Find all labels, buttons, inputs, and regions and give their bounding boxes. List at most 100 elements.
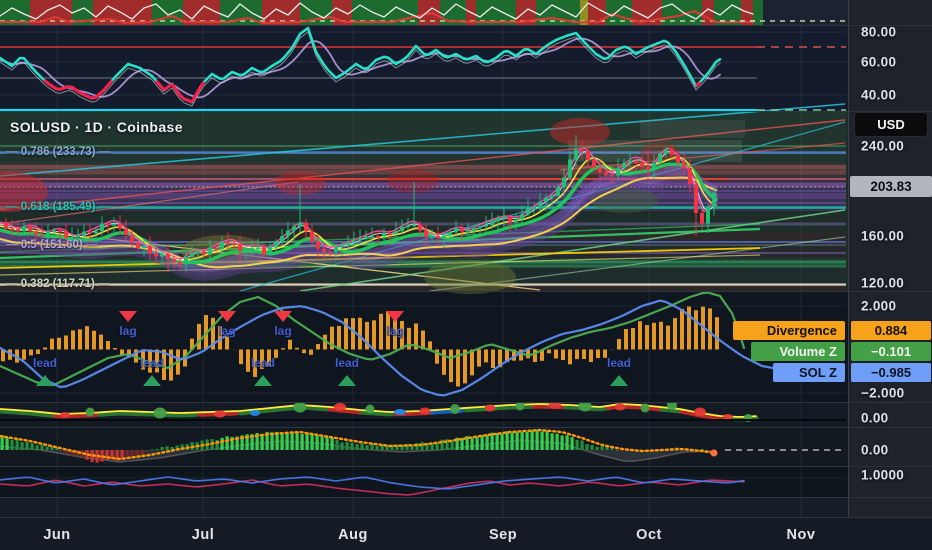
- rsi-oversold-segment: [59, 86, 65, 91]
- macd-bar: [290, 431, 294, 450]
- fib-level-0618-label: 0.618 (185.49): [6, 201, 110, 213]
- divergence-bar: [568, 349, 572, 365]
- divergence-bar: [484, 349, 488, 363]
- divergence-bar: [442, 349, 446, 375]
- lag-triangle-icon: [218, 311, 236, 322]
- divergence-bar: [309, 349, 313, 355]
- rsi-oversold-segment: [163, 85, 169, 92]
- macd-bar: [330, 437, 334, 450]
- macd-bar: [510, 432, 514, 450]
- candle-body: [364, 236, 368, 239]
- pane-background: [0, 427, 848, 466]
- currency-toggle-button[interactable]: USD: [854, 112, 928, 137]
- candle-body: [256, 247, 260, 250]
- candle-body: [604, 172, 608, 175]
- time-axis[interactable]: Jun Jul Aug Sep Oct Nov: [0, 517, 932, 550]
- macd-bar: [410, 445, 414, 450]
- macd-bar: [110, 450, 114, 460]
- candle-body: [646, 167, 650, 171]
- rsi-oversold-segment: [183, 97, 189, 102]
- trend-dot: [694, 407, 706, 417]
- divergence-bar: [155, 349, 159, 373]
- candle-body: [148, 246, 152, 254]
- rsi-scale-80: 80.00: [861, 24, 897, 40]
- divergence-bar: [638, 321, 642, 350]
- trend-dot: [293, 403, 307, 413]
- macd-bar: [375, 445, 379, 450]
- divergence-bar: [218, 326, 222, 350]
- macd-bar: [580, 440, 584, 450]
- candle-body: [460, 228, 464, 232]
- macd-bar: [445, 439, 449, 450]
- candle-body: [472, 228, 476, 232]
- macd-bar: [15, 439, 19, 450]
- rsi-oversold-segment: [178, 94, 186, 100]
- candle-body: [340, 244, 344, 247]
- candle-body: [202, 251, 206, 255]
- macd-bar: [315, 435, 319, 450]
- lead-marker-label: lead: [250, 356, 276, 370]
- macd-bar: [55, 447, 59, 450]
- macd-bar: [225, 436, 229, 450]
- price-scale[interactable]: 80.00 60.00 40.00 USD 240.00 203.83 160.…: [848, 0, 932, 517]
- candle-body: [580, 149, 584, 152]
- macd-bar: [215, 439, 219, 450]
- rsi-oversold-segment: [170, 83, 178, 91]
- macd-bar: [520, 431, 524, 450]
- macd-bar: [545, 430, 549, 450]
- chart-canvas[interactable]: [0, 0, 848, 550]
- macd-bar: [475, 436, 479, 450]
- div-scale-top: 2.000: [861, 298, 897, 314]
- trend-dot: [723, 414, 733, 420]
- macd-bar: [490, 432, 494, 450]
- sol-z-value: −0.985: [851, 363, 931, 382]
- trend-dot: [153, 407, 167, 419]
- symbol-title[interactable]: SOLUSD · 1D · Coinbase: [10, 119, 183, 135]
- macd-bar: [250, 434, 254, 450]
- sol-z-indicator-label[interactable]: SOL Z: [773, 363, 845, 382]
- rsi-oversold-segment: [98, 88, 106, 95]
- candle-body: [694, 184, 698, 213]
- macd-bar: [30, 443, 34, 450]
- macd-bar: [390, 444, 394, 450]
- candle-body: [208, 247, 212, 255]
- divergence-bar: [414, 323, 418, 350]
- candle-body: [424, 230, 428, 237]
- candle-body: [544, 197, 548, 202]
- macd-bar: [255, 432, 259, 450]
- sol-z-line: [0, 299, 776, 397]
- macd-bar: [595, 446, 599, 450]
- macd-bar: [450, 440, 454, 450]
- macd-bar: [480, 435, 484, 450]
- candle-body: [58, 230, 62, 232]
- macd-last-dot: [710, 449, 718, 457]
- macd-bar: [25, 441, 29, 450]
- candle-body: [226, 242, 230, 244]
- rsi-scale-60: 60.00: [861, 54, 897, 70]
- volume-z-indicator-label[interactable]: Volume Z: [751, 342, 845, 361]
- candle-body: [334, 246, 338, 252]
- candle-body: [40, 235, 44, 237]
- macd-bar: [435, 442, 439, 450]
- macd-bar: [405, 444, 409, 450]
- fib-level-0382-label: 0.382 (117.71): [6, 278, 110, 290]
- macd-bar: [500, 433, 504, 450]
- divergence-bar: [162, 349, 166, 380]
- candle-body: [112, 223, 116, 226]
- divergence-bar: [477, 349, 481, 367]
- divergence-bar: [715, 317, 719, 350]
- volume-z-value: −0.101: [851, 342, 931, 361]
- macd-bar: [115, 450, 119, 461]
- macd-bar: [470, 437, 474, 450]
- divergence-bar: [491, 349, 495, 369]
- divergence-indicator-label[interactable]: Divergence: [733, 321, 845, 340]
- rsi-signal-line: [0, 37, 721, 99]
- divergence-bar: [498, 349, 502, 368]
- trend-line: [0, 254, 761, 276]
- trend-dot: [667, 403, 677, 410]
- rsi-oversold-segment: [47, 82, 53, 88]
- trend-dot: [614, 403, 626, 411]
- strip-red-line: [0, 9, 755, 25]
- divergence-bar: [673, 318, 677, 350]
- candle-body: [82, 231, 86, 235]
